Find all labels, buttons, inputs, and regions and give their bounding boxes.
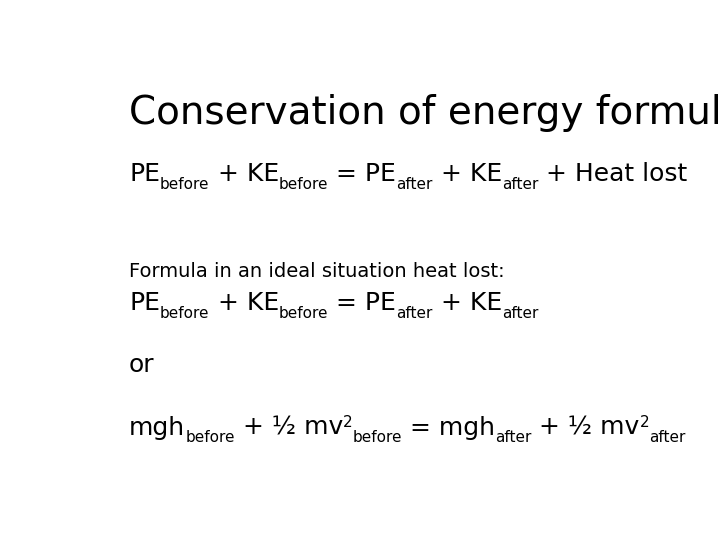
Text: = mgh: = mgh [402,416,495,440]
Text: before: before [353,430,402,445]
Text: before: before [279,177,328,192]
Text: + KE: + KE [210,162,279,186]
Text: = PE: = PE [328,291,396,315]
Text: 2: 2 [343,415,353,429]
Text: before: before [160,177,210,192]
Text: or: or [129,354,155,377]
Text: before: before [185,430,235,445]
Text: PE: PE [129,291,160,315]
Text: Formula in an ideal situation heat lost:: Formula in an ideal situation heat lost: [129,262,505,281]
Text: before: before [279,306,328,321]
Text: + KE: + KE [433,291,502,315]
Text: + ½ mv: + ½ mv [531,416,639,440]
Text: 2: 2 [639,415,649,429]
Text: after: after [502,177,538,192]
Text: after: after [502,306,538,321]
Text: before: before [160,306,210,321]
Text: after: after [396,177,433,192]
Text: PE: PE [129,162,160,186]
Text: after: after [649,430,685,445]
Text: mgh: mgh [129,416,185,440]
Text: after: after [495,430,531,445]
Text: + KE: + KE [210,291,279,315]
Text: = PE: = PE [328,162,396,186]
Text: + KE: + KE [433,162,502,186]
Text: + Heat lost: + Heat lost [538,162,688,186]
Text: after: after [396,306,433,321]
Text: Conservation of energy formula: Conservation of energy formula [129,94,720,132]
Text: + ½ mv: + ½ mv [235,416,343,440]
